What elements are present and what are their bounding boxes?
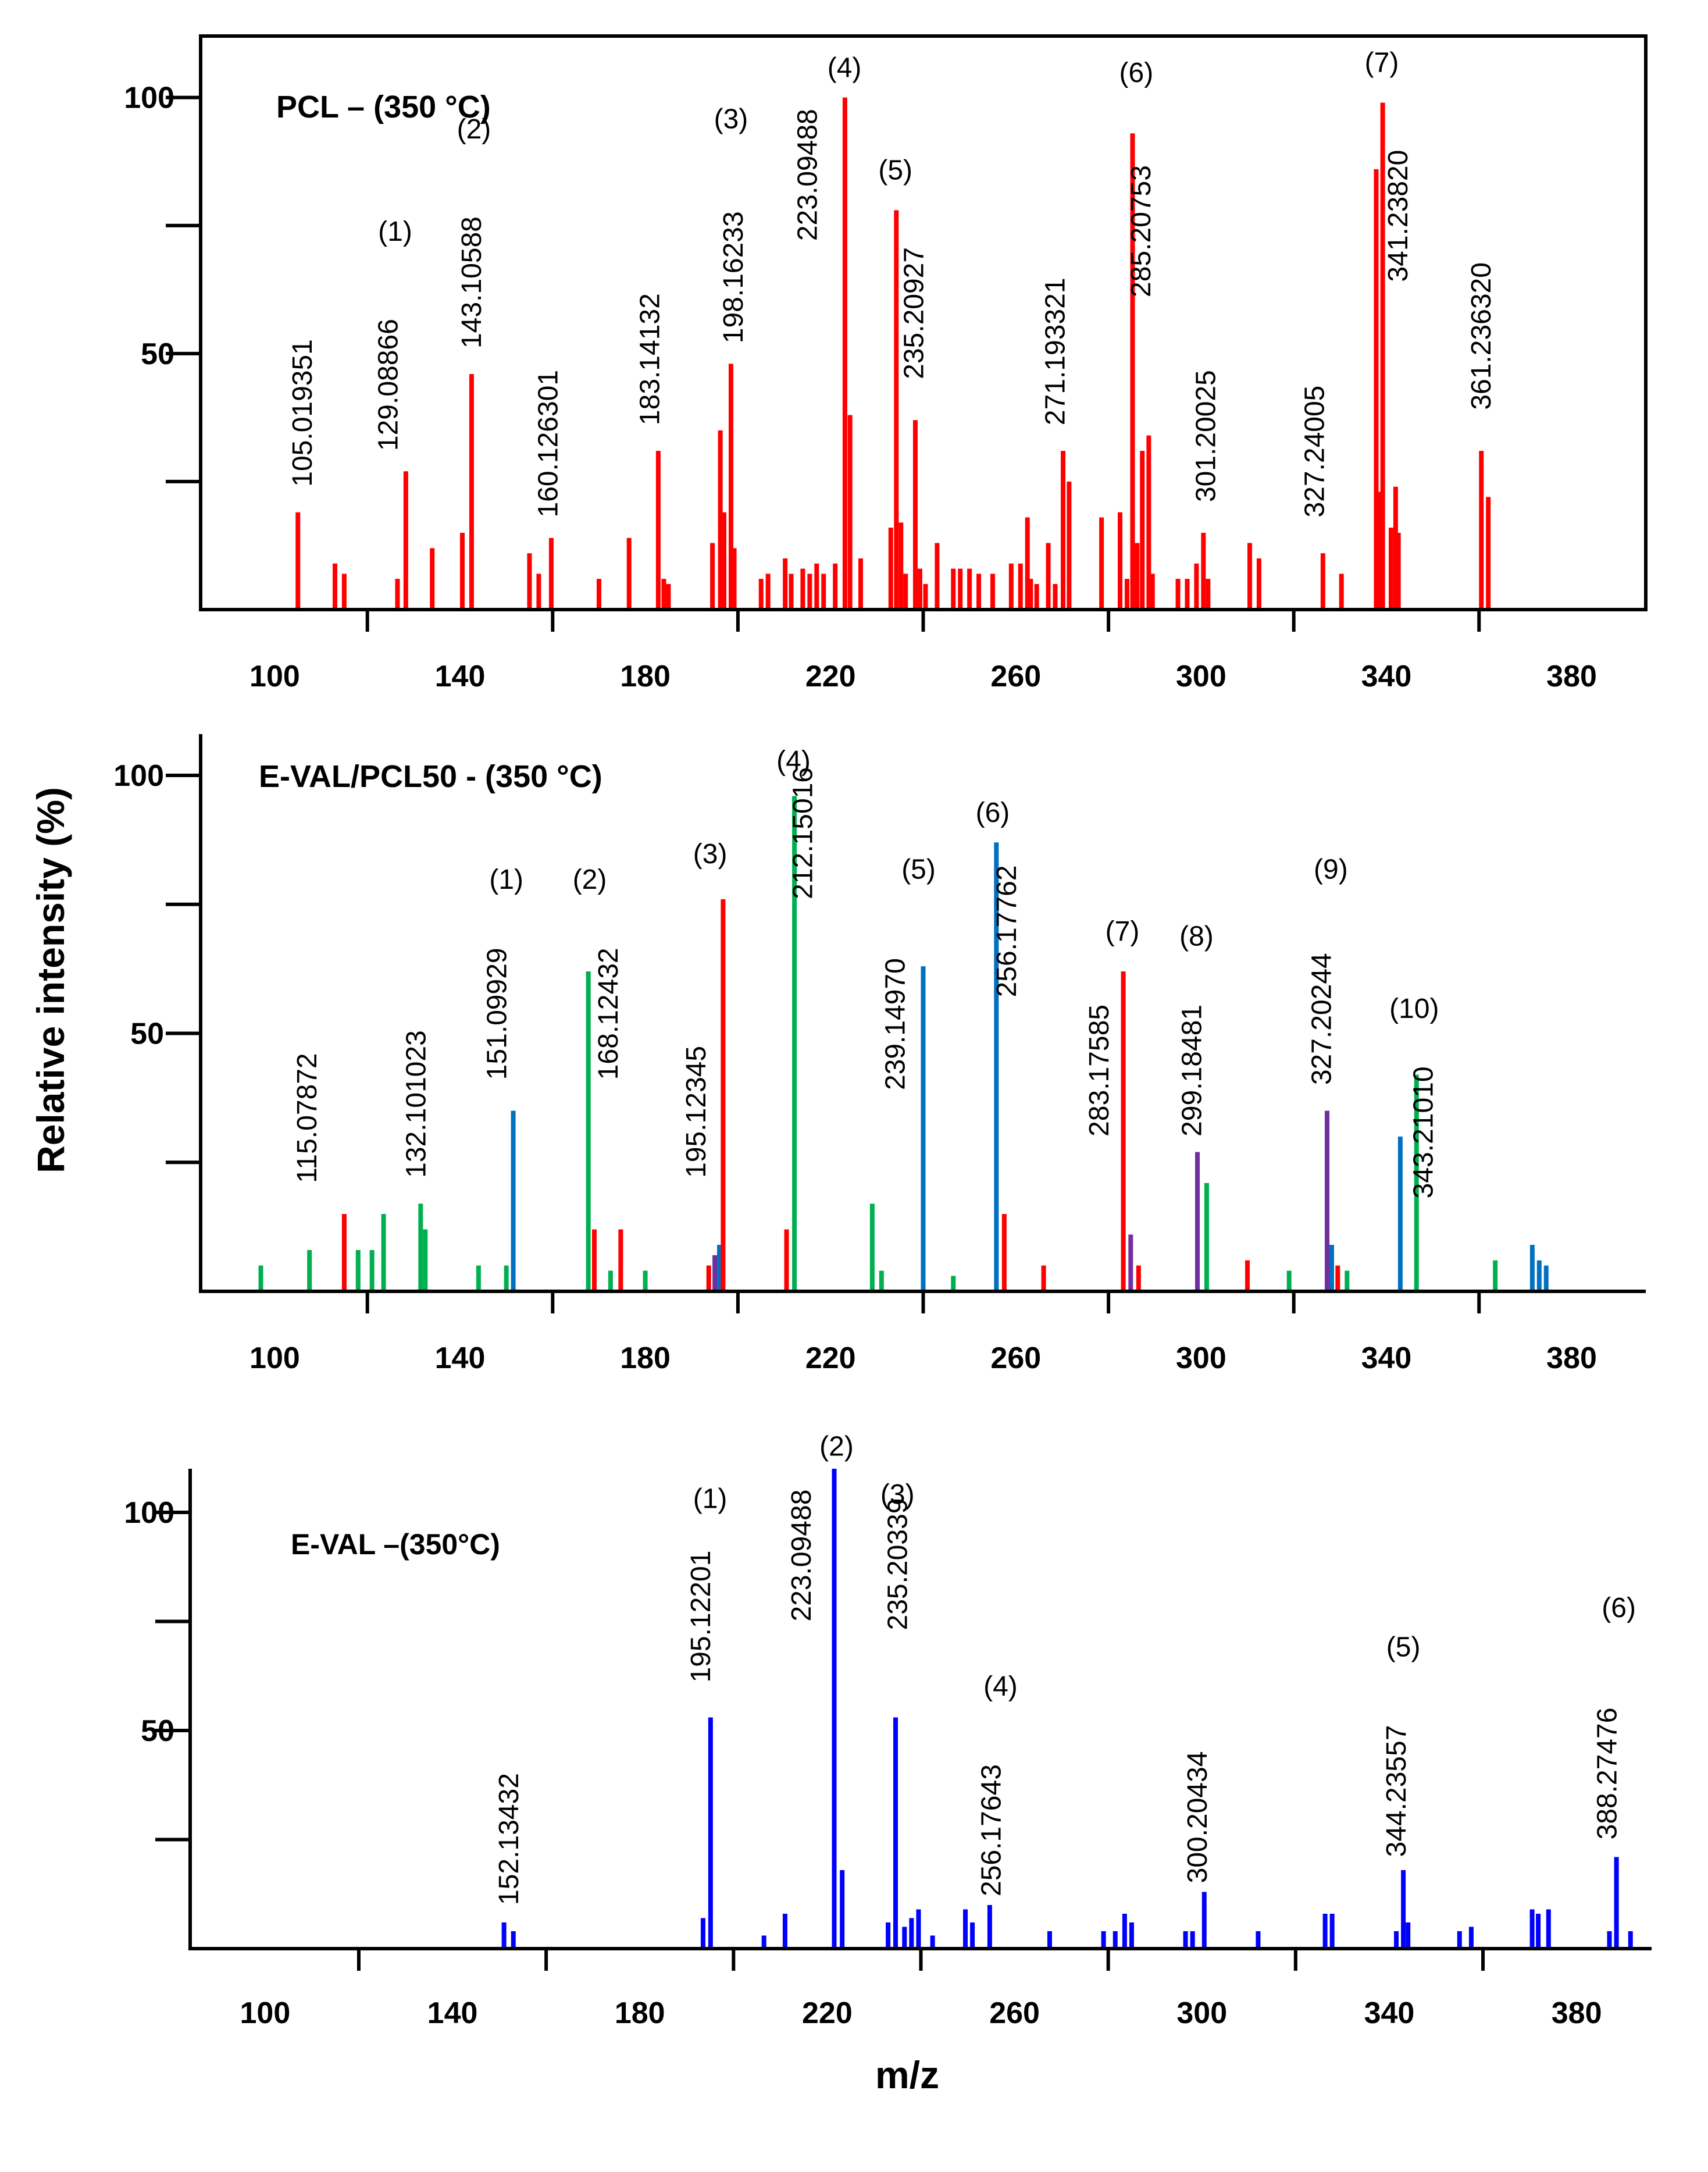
peak-mz-label: 283.17585: [1084, 1005, 1115, 1137]
peak-mz-label: 300.20434: [1182, 1751, 1213, 1883]
x-tick-label: 380: [1546, 1341, 1597, 1375]
y-axis-title: Relative intensity (%): [29, 787, 72, 1173]
x-tick-label: 180: [615, 1996, 665, 2030]
peak-mz-label: 160.126301: [533, 370, 564, 518]
peak-index-label: (1): [378, 216, 412, 247]
peak-mz-label: 327.20244: [1306, 953, 1337, 1085]
x-axis-title: m/z: [875, 2053, 939, 2096]
peak-mz-label: 223.09488: [792, 109, 823, 241]
x-tick-label: 100: [249, 1341, 300, 1375]
y-tick-label: 100: [124, 81, 174, 115]
peak-mz-label: 115.07872: [292, 1053, 323, 1183]
peak-mz-label: 341.23820: [1383, 150, 1414, 282]
peak-index-label: (6): [976, 797, 1010, 828]
peak-index-label: (2): [457, 114, 491, 145]
peak-mz-label: 212.15016: [787, 767, 818, 899]
x-tick-label: 220: [805, 660, 856, 693]
peak-mz-label: 388.27476: [1592, 1708, 1623, 1840]
peak-index-label: (4): [776, 746, 811, 777]
y-tick-label: 100: [124, 1496, 174, 1530]
peak-index-label: (3): [714, 104, 748, 134]
peak-mz-label: 327.24005: [1299, 386, 1330, 518]
peak-index-label: (1): [489, 864, 523, 895]
peak-index-label: (2): [573, 864, 607, 895]
peak-mz-label: 143.10588: [457, 216, 487, 348]
peak-mz-label: 239.14970: [880, 958, 911, 1090]
peak-index-label: (4): [828, 52, 862, 83]
peak-index-label: (1): [693, 1484, 728, 1515]
x-tick-label: 180: [620, 1341, 671, 1375]
peak-mz-label: 235.20927: [899, 247, 930, 379]
peak-index-label: (5): [878, 155, 912, 186]
peak-index-label: (6): [1119, 58, 1154, 88]
x-tick-label: 260: [990, 1341, 1041, 1375]
peak-mz-label: 301.20025: [1190, 370, 1221, 502]
panel-pcl: PCL – (350 °C) 100 140 180 220 260 300 340 380 5…: [124, 34, 1648, 693]
peak-index-label: (10): [1389, 994, 1439, 1024]
x-tick-label: 140: [435, 1341, 486, 1375]
peak-mz-label: 256.17643: [976, 1764, 1007, 1896]
peak-mz-label: 132.101023: [401, 1030, 432, 1178]
panel-title: PCL – (350 °C): [276, 90, 491, 124]
peak-mz-label: 343.21010: [1409, 1066, 1439, 1198]
peak-index-label: (6): [1602, 1593, 1636, 1623]
x-tick-label: 100: [240, 1996, 290, 2030]
peak-mz-label: 299.18481: [1176, 1005, 1207, 1137]
x-tick-label: 300: [1176, 1996, 1227, 2030]
panel-eval-pcl50: E-VAL/PCL50 - (350 °C) 100 140 180 220 260 30…: [113, 734, 1646, 1375]
peak-mz-label: 344.23557: [1381, 1725, 1412, 1857]
peak-mz-label: 183.14132: [635, 293, 666, 425]
panel-title: E-VAL –(350°C): [291, 1528, 500, 1561]
x-tick-label: 140: [435, 660, 486, 693]
peak-mz-label: 152.13432: [494, 1773, 525, 1905]
x-tick-label: 180: [620, 660, 671, 693]
peak-index-label: (8): [1179, 921, 1214, 952]
peak-mz-label: 271.193321: [1040, 277, 1071, 425]
x-tick-label: 340: [1364, 1996, 1415, 2030]
peak-index-label: (7): [1365, 48, 1399, 79]
peak-mz-label: 195.12201: [686, 1551, 716, 1683]
x-tick-label: 220: [802, 1996, 853, 2030]
peak-index-label: (9): [1314, 854, 1348, 885]
peak-index-label: (3): [880, 1479, 915, 1510]
x-tick-label: 380: [1546, 660, 1597, 693]
x-tick-label: 100: [249, 660, 300, 693]
peak-index-label: (7): [1106, 916, 1140, 947]
peak-mz-label: 195.12345: [681, 1046, 712, 1178]
y-tick-label: 50: [141, 1714, 174, 1748]
x-tick-label: 380: [1552, 1996, 1602, 2030]
panel-title: E-VAL/PCL50 - (350 °C): [259, 759, 602, 794]
peak-mz-label: 105.019351: [287, 339, 318, 487]
peak-index-label: (5): [901, 854, 936, 885]
peak-index-label: (2): [819, 1432, 854, 1462]
peak-mz-label: 223.09488: [786, 1490, 817, 1622]
x-tick-label: 260: [989, 1996, 1040, 2030]
peak-mz-label: 198.16233: [718, 211, 749, 343]
peak-mz-label: 151.09929: [482, 948, 513, 1080]
x-tick-label: 140: [427, 1996, 478, 2030]
peak-index-label: (5): [1386, 1632, 1421, 1663]
peak-index-label: (4): [983, 1671, 1018, 1702]
peak-mz-label: 168.12432: [593, 948, 624, 1080]
y-tick-label: 100: [113, 759, 164, 793]
peak-mz-label: 235.20339: [882, 1498, 913, 1630]
x-tick-label: 220: [805, 1341, 856, 1375]
peak-mz-label: 129.08866: [373, 319, 404, 451]
peak-mz-label: 285.20753: [1126, 165, 1157, 297]
peak-mz-label: 256.17762: [992, 865, 1022, 997]
panel-eval: E-VAL –(350°C) 100 140 180 220 260 300 340 380 5…: [124, 1432, 1652, 2030]
y-tick-label: 50: [141, 337, 174, 371]
x-tick-label: 300: [1176, 1341, 1226, 1375]
x-tick-label: 340: [1361, 660, 1412, 693]
x-tick-label: 260: [990, 660, 1041, 693]
y-tick-label: 50: [130, 1017, 164, 1051]
x-tick-label: 340: [1361, 1341, 1412, 1375]
peak-mz-label: 361.236320: [1466, 262, 1497, 410]
x-tick-label: 300: [1176, 660, 1226, 693]
peak-index-label: (3): [693, 839, 728, 870]
